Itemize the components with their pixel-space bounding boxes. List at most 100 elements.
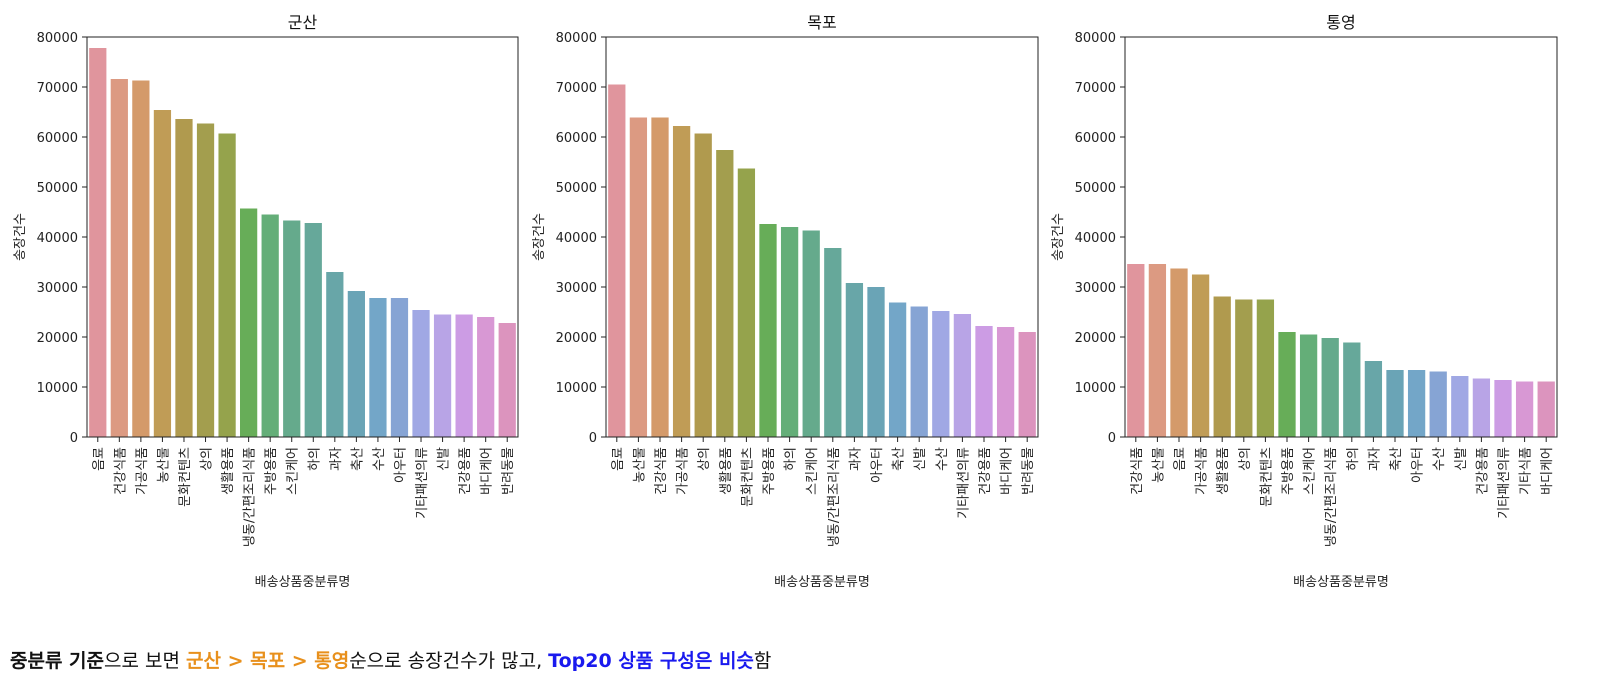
caption-part-4: 순으로 송장건수가 많고, xyxy=(349,650,549,672)
x-tick-label: 기타식품 xyxy=(1519,447,1534,495)
bar xyxy=(196,123,215,437)
bar xyxy=(716,150,734,437)
bar xyxy=(1343,342,1361,437)
bar xyxy=(455,314,473,437)
axes-frame xyxy=(605,36,1039,438)
bar xyxy=(347,291,365,437)
y-tick-label: 0 xyxy=(70,431,78,446)
bar xyxy=(132,80,150,437)
x-tick-label: 신발 xyxy=(1454,447,1469,471)
axes-frame xyxy=(1124,36,1558,438)
x-tick-label: 수산 xyxy=(1432,447,1447,471)
x-tick-label: 수산 xyxy=(372,447,387,471)
bar xyxy=(1364,361,1383,437)
x-tick-label: 건강식품 xyxy=(1130,447,1145,495)
bar xyxy=(1170,268,1188,437)
bar xyxy=(651,117,669,437)
x-tick-label: 과자 xyxy=(329,447,344,471)
y-tick-label: 40000 xyxy=(37,231,78,246)
y-axis-label: 송장건수 xyxy=(532,213,547,261)
bar xyxy=(1451,376,1469,437)
bar xyxy=(867,287,885,437)
x-tick-label: 기타패션의류 xyxy=(956,447,971,519)
bar xyxy=(1321,338,1339,437)
x-tick-label: 주방용품 xyxy=(1281,447,1296,495)
x-tick-label: 음료 xyxy=(1173,447,1188,471)
x-tick-label: 아우터 xyxy=(393,447,408,483)
x-tick-label: 농산물 xyxy=(632,447,647,483)
caption-part-2: 으로 보면 xyxy=(104,650,187,672)
y-tick-label: 60000 xyxy=(37,131,78,146)
bar xyxy=(932,311,950,437)
y-tick-label: 70000 xyxy=(37,81,78,96)
bar xyxy=(845,283,864,437)
y-tick-label: 80000 xyxy=(37,31,78,46)
caption-part-3: 군산 > 목포 > 통영 xyxy=(186,650,350,672)
y-tick-label: 30000 xyxy=(37,281,78,296)
x-tick-label: 음료 xyxy=(611,447,626,471)
x-tick-label: 농산물 xyxy=(156,447,171,483)
bar xyxy=(629,117,648,437)
x-tick-label: 상의 xyxy=(1238,447,1253,471)
bar xyxy=(1407,370,1426,437)
y-axis-label: 송장건수 xyxy=(13,213,28,261)
y-tick-label: 10000 xyxy=(1075,381,1116,396)
chart-title: 군산 xyxy=(288,13,318,32)
bar xyxy=(110,79,128,437)
chart-title: 목포 xyxy=(807,13,836,32)
x-tick-label: 가공식품 xyxy=(135,447,150,495)
x-tick-label: 반려동물 xyxy=(1021,447,1036,495)
y-tick-label: 60000 xyxy=(556,131,597,146)
y-tick-label: 0 xyxy=(1108,431,1116,446)
x-tick-label: 하의 xyxy=(307,447,322,471)
x-tick-label: 냉동/간편조리식품 xyxy=(243,447,258,547)
bar xyxy=(802,230,820,437)
caption-part-5: Top20 상품 구성은 비슷 xyxy=(548,650,754,672)
x-tick-label: 과자 xyxy=(848,447,863,471)
bar xyxy=(498,323,516,437)
x-tick-label: 문화컨텐츠 xyxy=(178,447,193,507)
x-tick-label: 음료 xyxy=(92,447,107,471)
x-tick-label: 하의 xyxy=(784,447,799,471)
bar xyxy=(672,126,691,437)
bar xyxy=(433,314,452,437)
y-tick-label: 50000 xyxy=(1075,181,1116,196)
bar xyxy=(1235,299,1253,437)
x-tick-label: 건강식품 xyxy=(113,447,128,495)
y-tick-label: 80000 xyxy=(556,31,597,46)
x-tick-label: 건강용품 xyxy=(978,447,993,495)
x-tick-label: 수산 xyxy=(935,447,950,471)
y-tick-label: 70000 xyxy=(1075,81,1116,96)
bar xyxy=(175,119,193,437)
bar xyxy=(412,310,430,437)
bar xyxy=(694,133,712,437)
x-tick-label: 가공식품 xyxy=(676,447,691,495)
bar xyxy=(780,227,799,437)
bar xyxy=(824,248,842,437)
bar xyxy=(1299,334,1318,437)
x-tick-label: 생활용품 xyxy=(1216,447,1231,495)
bar xyxy=(89,48,107,437)
x-tick-label: 냉동/간편조리식품 xyxy=(827,447,842,547)
x-tick-label: 상의 xyxy=(697,447,712,471)
bar xyxy=(996,327,1015,437)
y-tick-label: 50000 xyxy=(37,181,78,196)
x-tick-label: 기타패션의류 xyxy=(1497,447,1512,519)
x-tick-label: 바디케어 xyxy=(1000,447,1015,495)
x-tick-label: 스킨케어 xyxy=(1303,447,1318,495)
x-axis-label: 배송상품중분류명 xyxy=(1293,575,1389,590)
bar xyxy=(1213,296,1231,437)
bar xyxy=(153,110,172,437)
bar xyxy=(1494,380,1512,437)
x-tick-label: 가공식품 xyxy=(1195,447,1210,495)
x-tick-label: 과자 xyxy=(1367,447,1382,471)
caption-part-1: 중분류 기준 xyxy=(10,650,105,672)
x-tick-label: 바디케어 xyxy=(480,447,495,495)
x-tick-label: 축산 xyxy=(350,447,365,471)
bar xyxy=(1191,274,1210,437)
y-tick-label: 60000 xyxy=(1075,131,1116,146)
bar xyxy=(1386,370,1404,437)
x-tick-label: 생활용품 xyxy=(719,447,734,495)
y-tick-label: 20000 xyxy=(556,331,597,346)
chart-panel-3: 통영 0 10000 20000 30000 40000 50000 60000 70000 80… xyxy=(1051,13,1558,590)
